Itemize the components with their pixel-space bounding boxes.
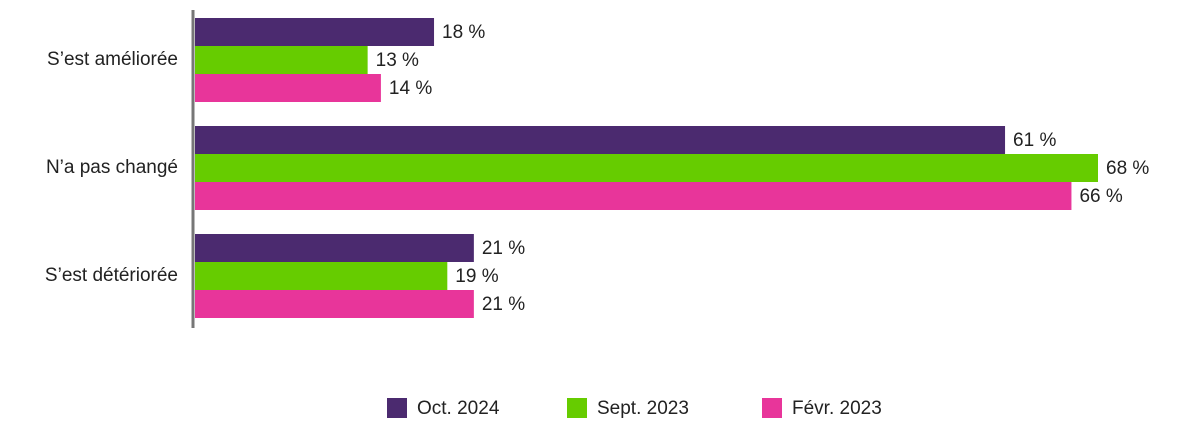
bar	[195, 290, 474, 318]
value-label: 13 %	[376, 50, 419, 71]
bar	[195, 74, 381, 102]
legend-label: Sept. 2023	[597, 398, 689, 419]
bar	[195, 262, 448, 290]
category-label: S’est améliorée	[47, 49, 178, 70]
value-label: 14 %	[389, 78, 432, 99]
bar	[195, 18, 435, 46]
value-label: 21 %	[482, 294, 525, 315]
category-label: N’a pas changé	[46, 157, 178, 178]
legend-label: Oct. 2024	[417, 398, 500, 419]
legend-swatch	[567, 398, 587, 418]
value-label: 19 %	[455, 266, 498, 287]
value-label: 68 %	[1106, 158, 1149, 179]
value-label: 61 %	[1013, 130, 1056, 151]
category-label: S’est détériorée	[45, 265, 178, 286]
bar	[195, 46, 368, 74]
value-label: 18 %	[442, 22, 485, 43]
bar	[195, 126, 1006, 154]
value-label: 21 %	[482, 238, 525, 259]
legend-label: Févr. 2023	[792, 398, 882, 419]
bar	[195, 182, 1072, 210]
legend-swatch	[762, 398, 782, 418]
value-label: 66 %	[1079, 186, 1122, 207]
bar	[195, 154, 1098, 182]
legend-swatch	[387, 398, 407, 418]
bar	[195, 234, 474, 262]
